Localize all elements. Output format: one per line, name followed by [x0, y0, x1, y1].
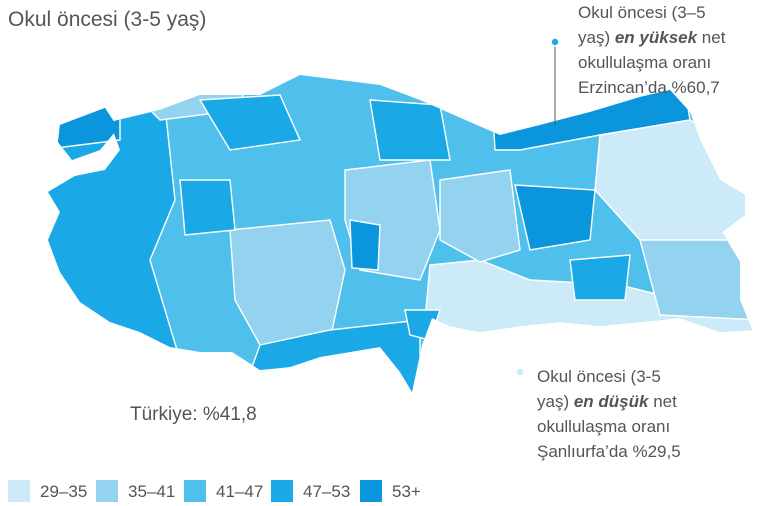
annotation-line: yaş) en yüksek net: [578, 28, 726, 47]
title: Okul öncesi (3-5 yaş): [8, 8, 206, 31]
legend-swatch: [96, 480, 118, 502]
national-rate: Türkiye: %41,8: [130, 404, 257, 425]
province: [349, 219, 381, 271]
province: [48, 75, 181, 361]
annotation-line: yaş) en düşük net: [537, 392, 677, 411]
text: yaş): [537, 392, 574, 411]
province: [514, 184, 596, 251]
annotation-high: Okul öncesi (3–5 yaş) en yüksek net okul…: [578, 3, 726, 97]
text: net: [648, 392, 677, 411]
annotation-line: Okul öncesi (3–5: [578, 3, 706, 22]
legend-label: 41–47: [216, 482, 263, 501]
annotation-line: okullulaşma oranı: [578, 53, 711, 72]
legend-label: 35–41: [128, 482, 175, 501]
text: yaş): [578, 28, 615, 47]
legend: 29–35 35–41 41–47 47–53 53+: [8, 480, 421, 502]
annotation-line: Şanlıurfa’da %29,5: [537, 442, 681, 461]
emphasis: en yüksek: [615, 28, 699, 47]
legend-swatch: [360, 480, 382, 502]
emphasis: en düşük: [574, 392, 650, 411]
leader-dot: [515, 367, 525, 377]
legend-swatch: [8, 480, 30, 502]
legend-label: 29–35: [40, 482, 87, 501]
province: [569, 254, 631, 301]
map: [48, 75, 752, 392]
province: [639, 239, 752, 321]
province: [48, 75, 121, 151]
province: [369, 99, 451, 161]
legend-label: 53+: [392, 482, 421, 501]
province: [404, 309, 441, 341]
legend-swatch: [184, 480, 206, 502]
province: [439, 169, 521, 263]
legend-swatch: [271, 480, 293, 502]
legend-label: 47–53: [303, 482, 350, 501]
annotation-line: Okul öncesi (3-5: [537, 367, 661, 386]
province: [179, 179, 236, 236]
annotation-line: Erzincan’da %60,7: [578, 78, 720, 97]
text: net: [697, 28, 726, 47]
province: [198, 94, 302, 151]
annotation-line: okullulaşma oranı: [537, 417, 670, 436]
annotation-low: Okul öncesi (3-5 yaş) en düşük net okull…: [537, 367, 681, 461]
leader-dot: [550, 37, 560, 47]
